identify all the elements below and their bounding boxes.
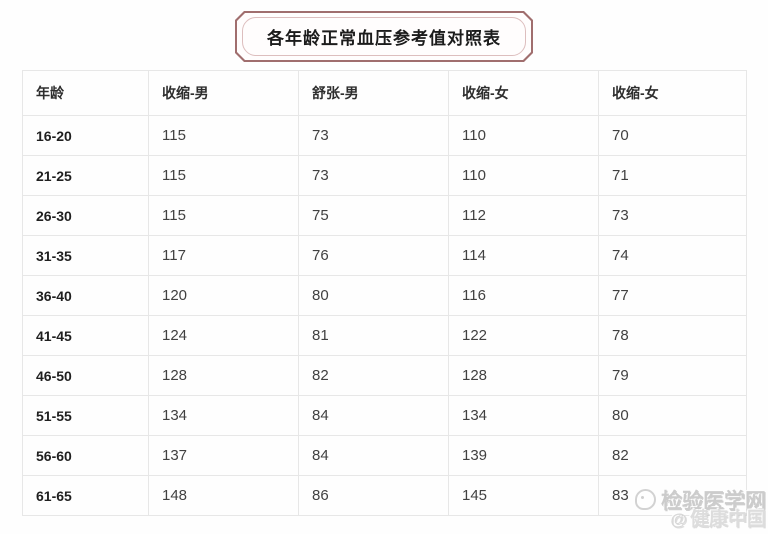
- title-plaque-background: 各年龄正常血压参考值对照表: [237, 13, 531, 60]
- title-plaque-outer-border: 各年龄正常血压参考值对照表: [235, 11, 533, 62]
- value-cell: 124: [148, 315, 299, 356]
- value-cell: 84: [298, 395, 449, 436]
- value-cell: 84: [298, 435, 449, 476]
- value-cell: 74: [598, 235, 747, 276]
- value-cell: 120: [148, 275, 299, 316]
- value-cell: 82: [298, 355, 449, 396]
- value-cell: 83: [598, 475, 747, 516]
- value-cell: 110: [448, 155, 599, 196]
- table-row: 61-65 148 86 145 83: [22, 475, 747, 516]
- value-cell: 75: [298, 195, 449, 236]
- value-cell: 115: [148, 115, 299, 156]
- table-row: 51-55 134 84 134 80: [22, 395, 747, 436]
- value-cell: 110: [448, 115, 599, 156]
- age-cell: 46-50: [22, 355, 149, 396]
- col-header-systolic-female-2: 收缩-女: [598, 70, 747, 116]
- value-cell: 145: [448, 475, 599, 516]
- value-cell: 128: [148, 355, 299, 396]
- col-header-systolic-male: 收缩-男: [148, 70, 299, 116]
- value-cell: 134: [148, 395, 299, 436]
- value-cell: 122: [448, 315, 599, 356]
- value-cell: 76: [298, 235, 449, 276]
- age-cell: 26-30: [22, 195, 149, 236]
- value-cell: 114: [448, 235, 599, 276]
- age-cell: 21-25: [22, 155, 149, 196]
- value-cell: 115: [148, 155, 299, 196]
- value-cell: 71: [598, 155, 747, 196]
- bp-reference-table: 年龄 收缩-男 舒张-男 收缩-女 收缩-女 16-20 115 73 110 …: [22, 70, 747, 516]
- value-cell: 80: [298, 275, 449, 316]
- age-cell: 41-45: [22, 315, 149, 356]
- age-cell: 61-65: [22, 475, 149, 516]
- value-cell: 117: [148, 235, 299, 276]
- value-cell: 73: [298, 115, 449, 156]
- value-cell: 77: [598, 275, 747, 316]
- table-row: 46-50 128 82 128 79: [22, 355, 747, 396]
- age-cell: 51-55: [22, 395, 149, 436]
- table-row: 41-45 124 81 122 78: [22, 315, 747, 356]
- col-header-systolic-female: 收缩-女: [448, 70, 599, 116]
- table-row: 16-20 115 73 110 70: [22, 115, 747, 156]
- value-cell: 80: [598, 395, 747, 436]
- col-header-diastolic-male: 舒张-男: [298, 70, 449, 116]
- value-cell: 70: [598, 115, 747, 156]
- page-title: 各年龄正常血压参考值对照表: [242, 17, 526, 56]
- value-cell: 128: [448, 355, 599, 396]
- title-plaque: 各年龄正常血压参考值对照表: [235, 11, 533, 62]
- age-cell: 16-20: [22, 115, 149, 156]
- value-cell: 73: [298, 155, 449, 196]
- value-cell: 78: [598, 315, 747, 356]
- value-cell: 86: [298, 475, 449, 516]
- value-cell: 148: [148, 475, 299, 516]
- table-row: 26-30 115 75 112 73: [22, 195, 747, 236]
- table-row: 36-40 120 80 116 77: [22, 275, 747, 316]
- value-cell: 139: [448, 435, 599, 476]
- value-cell: 134: [448, 395, 599, 436]
- value-cell: 137: [148, 435, 299, 476]
- table-row: 21-25 115 73 110 71: [22, 155, 747, 196]
- value-cell: 115: [148, 195, 299, 236]
- age-cell: 31-35: [22, 235, 149, 276]
- value-cell: 81: [298, 315, 449, 356]
- age-cell: 56-60: [22, 435, 149, 476]
- value-cell: 73: [598, 195, 747, 236]
- table-row: 56-60 137 84 139 82: [22, 435, 747, 476]
- value-cell: 116: [448, 275, 599, 316]
- value-cell: 79: [598, 355, 747, 396]
- col-header-age: 年龄: [22, 70, 149, 116]
- table-header-row: 年龄 收缩-男 舒张-男 收缩-女 收缩-女: [22, 70, 747, 116]
- value-cell: 82: [598, 435, 747, 476]
- table-row: 31-35 117 76 114 74: [22, 235, 747, 276]
- age-cell: 36-40: [22, 275, 149, 316]
- value-cell: 112: [448, 195, 599, 236]
